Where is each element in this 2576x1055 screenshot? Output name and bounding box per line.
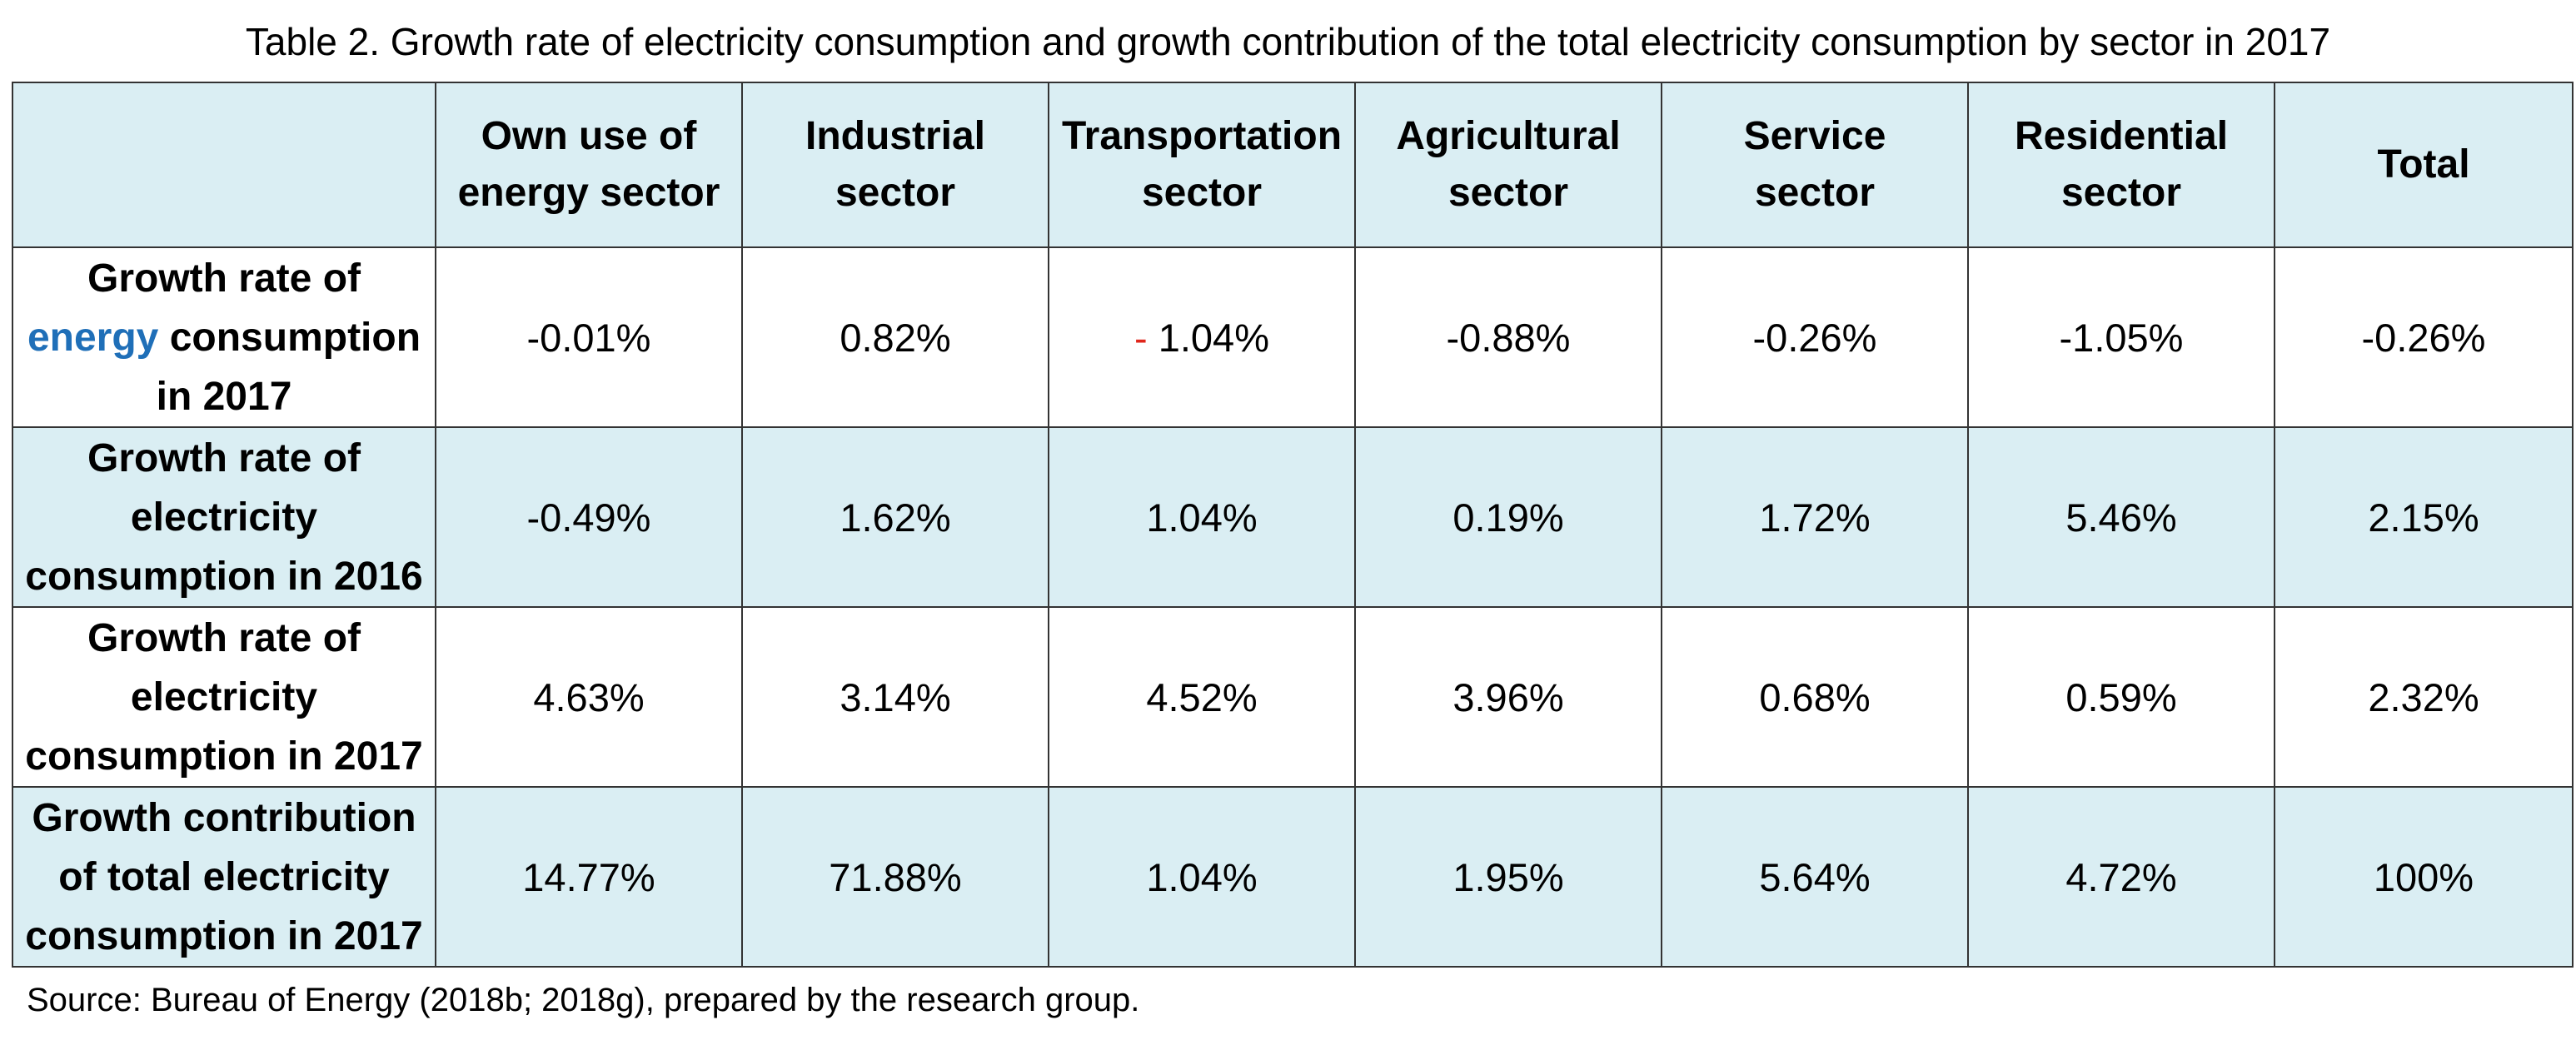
table-cell: 1.72%	[1661, 426, 1969, 608]
table-cell: -0.26%	[2274, 246, 2574, 428]
header-row: Own use of energy sector Industrial sector…	[12, 82, 2574, 248]
table-cell: 1.62%	[741, 426, 1049, 608]
table-cell: 14.77%	[435, 786, 743, 968]
row-label-electricity-growth-2016: Growth rate of electricity consumption in …	[12, 426, 436, 608]
table-row: Growth rate of electricity consumption in …	[12, 606, 2574, 788]
table-cell: 0.68%	[1661, 606, 1969, 788]
table-cell: 4.72%	[1967, 786, 2275, 968]
column-header-total: Total	[2274, 82, 2574, 248]
table-cell: 1.04%	[1048, 786, 1356, 968]
row-label-growth-contribution-2017: Growth contribution of total electricity c…	[12, 786, 436, 968]
table-row: Growth contribution of total electricity c…	[12, 786, 2574, 968]
table-cell: -0.88%	[1354, 246, 1662, 428]
highlight-word: energy	[27, 315, 159, 360]
table-cell: 2.32%	[2274, 606, 2574, 788]
table-cell: 71.88%	[741, 786, 1049, 968]
column-header-agricultural: Agricultural sector	[1354, 82, 1662, 248]
table-cell: -0.01%	[435, 246, 743, 428]
table-cell: 0.82%	[741, 246, 1049, 428]
column-header-industrial: Industrial sector	[741, 82, 1049, 248]
table-cell: 1.04%	[1048, 426, 1356, 608]
sector-growth-table: Own use of energy sector Industrial sector…	[12, 82, 2574, 968]
negative-sign-mark: -	[1134, 315, 1148, 360]
table-cell: 2.15%	[2274, 426, 2574, 608]
table-cell: 5.64%	[1661, 786, 1969, 968]
source-note: Source: Bureau of Energy (2018b; 2018g),…	[27, 982, 1140, 1018]
table-cell: 100%	[2274, 786, 2574, 968]
corner-cell	[12, 82, 436, 248]
table-cell: -0.26%	[1661, 246, 1969, 428]
table-row: Growth rate of energy consumption in 2017 …	[12, 246, 2574, 428]
table-cell: -1.05%	[1967, 246, 2275, 428]
table-cell: 0.19%	[1354, 426, 1662, 608]
table-cell: 3.96%	[1354, 606, 1662, 788]
column-header-transportation: Transportation sector	[1048, 82, 1356, 248]
table-cell: 1.95%	[1354, 786, 1662, 968]
table-cell: - 1.04%	[1048, 246, 1356, 428]
table-cell: 5.46%	[1967, 426, 2275, 608]
row-label-energy-growth-2017: Growth rate of energy consumption in 2017	[12, 246, 436, 428]
table-cell: 3.14%	[741, 606, 1049, 788]
table-row: Growth rate of electricity consumption in …	[12, 426, 2574, 608]
table-caption: Table 2. Growth rate of electricity cons…	[245, 20, 2331, 63]
table-cell: 4.63%	[435, 606, 743, 788]
column-header-service: Service sector	[1661, 82, 1969, 248]
row-label-electricity-growth-2017: Growth rate of electricity consumption in …	[12, 606, 436, 788]
table-cell: 4.52%	[1048, 606, 1356, 788]
column-header-own-use: Own use of energy sector	[435, 82, 743, 248]
column-header-residential: Residential sector	[1967, 82, 2275, 248]
table-cell: 0.59%	[1967, 606, 2275, 788]
table-cell: -0.49%	[435, 426, 743, 608]
